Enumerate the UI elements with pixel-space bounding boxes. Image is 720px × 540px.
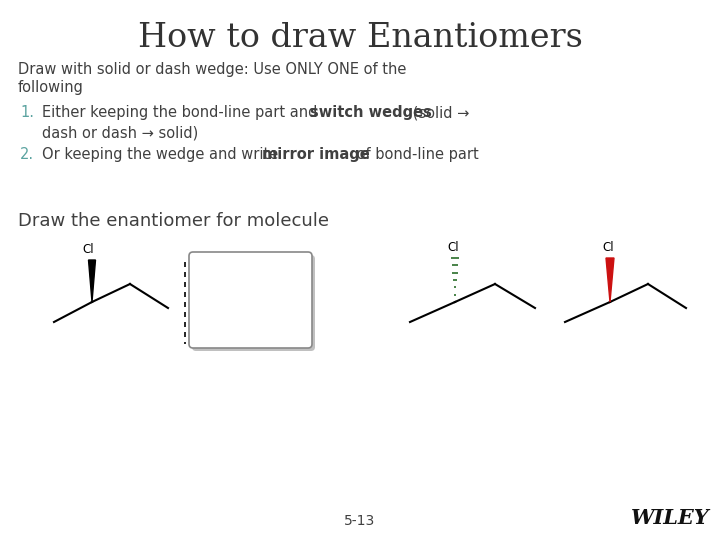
Text: mirror image: mirror image (262, 147, 370, 162)
Text: dash or dash → solid): dash or dash → solid) (42, 125, 198, 140)
Text: Draw the enantiomer for molecule: Draw the enantiomer for molecule (18, 212, 329, 230)
Text: 1.: 1. (20, 105, 34, 120)
FancyBboxPatch shape (192, 255, 315, 351)
Text: WILEY: WILEY (631, 508, 710, 528)
Text: Or keeping the wedge and write: Or keeping the wedge and write (42, 147, 283, 162)
Text: (solid →: (solid → (408, 105, 469, 120)
Text: switch wedges: switch wedges (310, 105, 432, 120)
Text: following: following (18, 80, 84, 95)
Text: 5-13: 5-13 (344, 514, 376, 528)
Text: How to draw Enantiomers: How to draw Enantiomers (138, 22, 582, 54)
Text: Cl: Cl (602, 241, 614, 254)
Text: Draw with solid or dash wedge: Use ONLY ONE of the: Draw with solid or dash wedge: Use ONLY … (18, 62, 406, 77)
Polygon shape (606, 258, 614, 302)
Text: Cl: Cl (82, 243, 94, 256)
FancyBboxPatch shape (189, 252, 312, 348)
Text: Cl: Cl (447, 241, 459, 254)
Polygon shape (89, 260, 96, 302)
Text: Either keeping the bond-line part and: Either keeping the bond-line part and (42, 105, 322, 120)
Text: of bond-line part: of bond-line part (352, 147, 479, 162)
Text: 2.: 2. (20, 147, 34, 162)
